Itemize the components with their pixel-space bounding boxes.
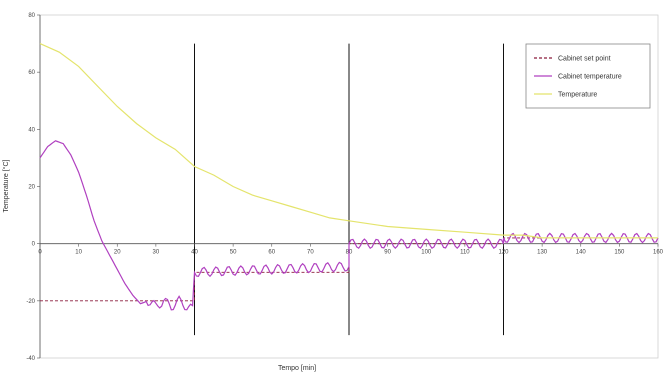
x-axis-label: Tempo [min] bbox=[278, 365, 316, 372]
x-tick-label: 140 bbox=[576, 250, 587, 256]
series-line-temperature bbox=[39, 43, 658, 239]
y-tick-label: 20 bbox=[28, 185, 35, 191]
y-tick-label: 80 bbox=[28, 13, 35, 19]
vertical-marker-lines bbox=[194, 43, 504, 336]
x-tick-label: 70 bbox=[307, 250, 314, 256]
x-tick-label: 110 bbox=[460, 250, 470, 256]
x-tick-label: 90 bbox=[384, 250, 391, 256]
x-tick-label: 100 bbox=[421, 250, 432, 256]
x-tick-label: 40 bbox=[191, 250, 198, 256]
x-tick-label: 30 bbox=[153, 250, 160, 256]
x-tick-label: 150 bbox=[614, 250, 625, 256]
x-tick-label: 10 bbox=[75, 250, 82, 256]
y-tick-label: 60 bbox=[28, 70, 35, 76]
x-tick-label: 50 bbox=[230, 250, 237, 256]
y-tick-label: 40 bbox=[28, 127, 35, 133]
x-tick-label: 160 bbox=[653, 250, 664, 256]
series-line-cabinet-temperature bbox=[39, 140, 659, 311]
series-lines bbox=[39, 43, 659, 311]
y-axis-label: Temperature [°C] bbox=[2, 159, 10, 212]
x-tick-label: 0 bbox=[38, 250, 42, 256]
legend-label-cabinet-temperature: Cabinet temperature bbox=[558, 74, 622, 81]
x-tick-label: 60 bbox=[268, 250, 275, 256]
y-tick-label: -40 bbox=[26, 356, 35, 362]
y-tick-label: -20 bbox=[26, 299, 35, 305]
x-tick-label: 130 bbox=[537, 250, 548, 256]
legend-label-temperature: Temperature bbox=[558, 92, 597, 99]
x-tick-label: 20 bbox=[114, 250, 121, 256]
legend-label-cabinet-set-point: Cabinet set point bbox=[558, 56, 611, 63]
y-tick-label: 0 bbox=[32, 242, 36, 248]
legend: Cabinet set point Cabinet temperature Temp… bbox=[525, 43, 651, 109]
x-tick-label: 120 bbox=[498, 250, 509, 256]
